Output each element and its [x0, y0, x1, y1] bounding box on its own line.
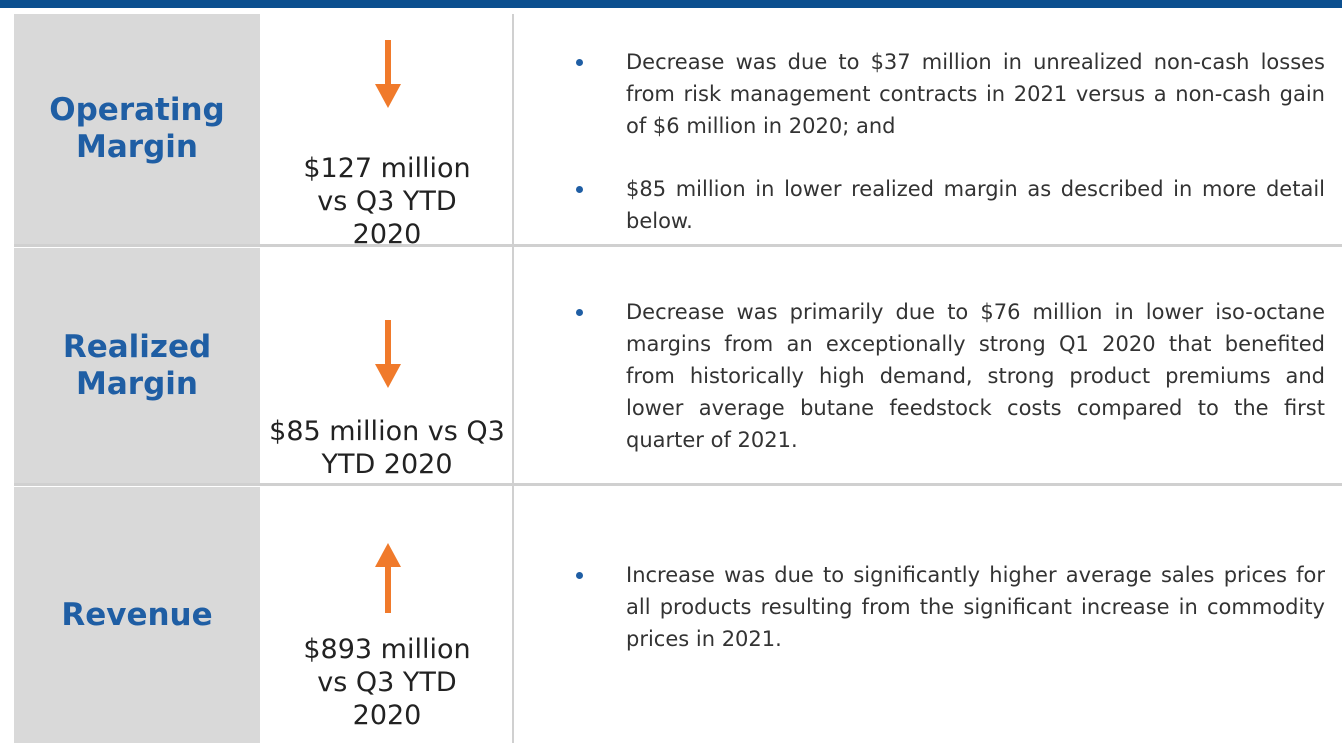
amount: $127 million vs Q3 YTD 2020: [303, 153, 471, 250]
amount: $85 million vs Q3 YTD 2020: [269, 416, 505, 480]
row-label: Realized Margin: [62, 328, 212, 402]
bullet-list: Increase was due to significantly higher…: [560, 559, 1325, 682]
amount-cell: $85 million vs Q3 YTD 2020: [262, 415, 512, 481]
down-arrow: [375, 40, 401, 108]
bullet: $85 million in lower realized margin as …: [560, 173, 1325, 237]
bullet-list: Decrease was primarily due to $76 millio…: [560, 296, 1325, 483]
row-separator: [14, 483, 1342, 486]
row: Operating Margin $127 million vs Q3 YTD …: [0, 14, 1342, 250]
row: Revenue $893 million vs Q3 YTD 2020 Incr…: [0, 487, 1342, 743]
row-separator: [14, 244, 1342, 247]
row-label-cell: Realized Margin: [14, 248, 260, 483]
bullet-list: Decrease was due to $37 million in unrea…: [560, 46, 1325, 264]
amount-cell: $893 million vs Q3 YTD 2020: [262, 633, 512, 732]
row-label: Operating Margin: [49, 92, 225, 165]
up-arrow: [375, 543, 401, 613]
bullet: Decrease was due to $37 million in unrea…: [560, 46, 1325, 142]
amount: $893 million vs Q3 YTD 2020: [303, 634, 471, 731]
top-bar: [0, 0, 1342, 8]
down-arrow: [375, 320, 401, 388]
row: Realized Margin $85 million vs Q3 YTD 20…: [0, 248, 1342, 483]
row-label-cell: Operating Margin: [14, 14, 260, 244]
row-label-cell: Revenue: [14, 487, 260, 743]
column-separator: [512, 14, 514, 743]
bullet: Decrease was primarily due to $76 millio…: [560, 296, 1325, 456]
row-label: Revenue: [61, 596, 213, 633]
bullet: Increase was due to significantly higher…: [560, 559, 1325, 655]
amount-cell: $127 million vs Q3 YTD 2020: [262, 152, 512, 251]
